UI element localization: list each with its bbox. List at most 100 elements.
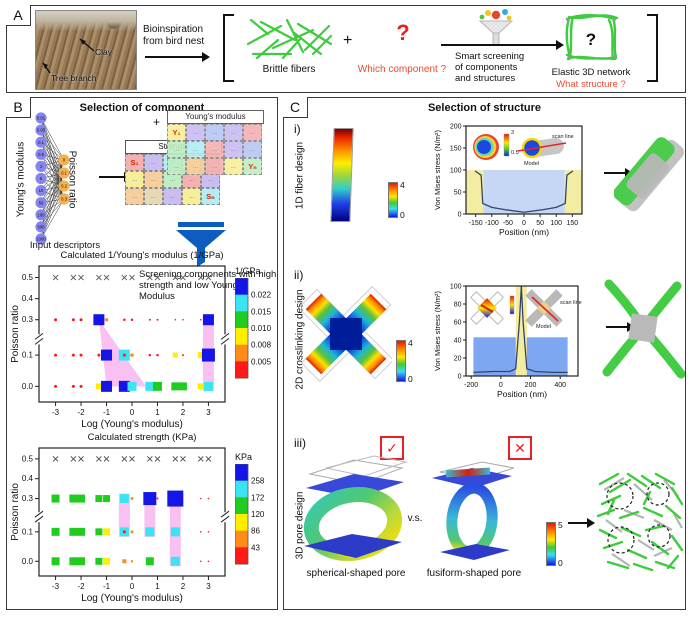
svg-text:0: 0	[499, 382, 503, 389]
svg-text:0: 0	[130, 582, 135, 591]
crosslink-stress-inset: scan line Model	[470, 288, 582, 332]
fiber-design-label: 1D fiber design	[294, 141, 306, 210]
svg-text:0.1: 0.1	[61, 171, 67, 176]
svg-text:1: 1	[155, 582, 160, 591]
svg-text:50: 50	[536, 220, 544, 227]
model-label-2: Model	[536, 324, 551, 330]
svg-text:-1: -1	[103, 408, 111, 417]
svg-text:0.3: 0.3	[61, 197, 67, 202]
svg-text:120: 120	[251, 510, 265, 519]
svg-text:0.5: 0.5	[22, 273, 34, 282]
nn-to-grid-arrow	[99, 172, 132, 182]
crosslink-colorbar: 4 0	[396, 338, 413, 384]
left-bracket	[223, 14, 234, 82]
cross-icon: ✕	[508, 436, 532, 460]
nest-annotation-arrows	[42, 38, 95, 74]
panel-c-title: Selection of structure	[427, 102, 542, 114]
svg-text:-1: -1	[103, 582, 111, 591]
selection-funnel-icon	[176, 222, 226, 267]
svg-text:172: 172	[251, 493, 265, 502]
svg-text:100: 100	[550, 220, 562, 227]
fusiform-pore-caption: fusiform-shaped pore	[426, 568, 522, 579]
structure-question-mark: ?	[586, 30, 596, 49]
screening-funnel-icon	[478, 9, 514, 46]
svg-text:0.3: 0.3	[22, 494, 34, 503]
svg-text:86: 86	[251, 527, 260, 536]
svg-text:1: 1	[155, 408, 160, 417]
scan-line-label-2: scan line	[560, 300, 582, 306]
nest-clay-label: Clay	[95, 47, 113, 57]
svg-text:0.05: 0.05	[37, 128, 46, 133]
svg-text:2: 2	[181, 582, 186, 591]
grids-plus-sign: +	[153, 115, 161, 129]
inset-cb-min: 0.5	[511, 150, 519, 156]
crosslink-stress-chart: 0 20 40 60 80 100 -200 0 200 400 Position (nm) Von …	[432, 280, 588, 405]
strength-colorbar: KPa 258 172 120 86 43	[234, 452, 284, 575]
panel-b: B Selection of component 0.01 0.05 0.1 0.5 1…	[6, 97, 278, 610]
svg-text:-2: -2	[77, 582, 85, 591]
panel-c-label: C	[283, 97, 308, 118]
svg-text:20: 20	[454, 355, 462, 362]
svg-text:200: 200	[450, 123, 462, 130]
strength-chart-title: Calculated strength (KPa)	[87, 432, 197, 443]
svg-text:200: 200	[525, 382, 537, 389]
svg-text:100: 100	[38, 212, 46, 217]
input-descriptors-label: Input descriptors	[29, 240, 101, 251]
svg-text:5: 5	[40, 176, 43, 181]
smart-screening-label: Smart screening of components and structur…	[455, 51, 525, 84]
inverse-modulus-chart-title: Calculated 1/Young's modulus (1/GPa)	[60, 250, 224, 261]
svg-text:0.4: 0.4	[22, 474, 34, 483]
svg-text:0.015: 0.015	[251, 307, 272, 316]
svg-text:Poisson ratio: Poisson ratio	[10, 483, 21, 541]
svg-text:-200: -200	[464, 382, 478, 389]
svg-text:0: 0	[458, 211, 462, 218]
green-fiber-render	[614, 137, 684, 212]
svg-text:0.005: 0.005	[251, 357, 272, 366]
neural-network-diagram: 0.01 0.05 0.1 0.5 1 5 10 50 100 500 1000 0 0.1 0.2 0.3	[13, 108, 133, 258]
panel-c: C Selection of structure i) 1D fiber des…	[283, 97, 686, 610]
svg-text:0.5: 0.5	[38, 152, 44, 157]
inverse-modulus-colorbar: 1/GPa 0.022 0.015 0.010 0.008 0.005	[234, 266, 284, 389]
svg-text:0.0: 0.0	[22, 382, 34, 391]
svg-text:0.1: 0.1	[22, 351, 34, 360]
svg-text:10: 10	[39, 188, 44, 193]
svg-text:0.2: 0.2	[61, 184, 67, 189]
nn-input-axis-label: Young's modulus	[15, 141, 27, 218]
pore-colorbar: 5 0	[546, 520, 563, 568]
svg-text:1000: 1000	[36, 237, 46, 242]
row-i-label: i)	[294, 122, 301, 136]
svg-text:2: 2	[181, 408, 186, 417]
svg-text:0.5: 0.5	[22, 454, 34, 463]
svg-text:0.3: 0.3	[22, 315, 34, 324]
svg-text:Log (Young's modulus): Log (Young's modulus)	[81, 419, 183, 430]
svg-text:-2: -2	[77, 408, 85, 417]
svg-text:0: 0	[458, 373, 462, 380]
panel-a: A Clay Tree branch Bioinspiration from bi…	[6, 5, 686, 93]
svg-text:0.0: 0.0	[22, 557, 34, 566]
svg-text:0.022: 0.022	[251, 291, 272, 300]
inset-cb-max: 3	[511, 130, 515, 136]
svg-text:Von Mises stress (N/m²): Von Mises stress (N/m²)	[433, 290, 442, 371]
crosslink-stress-map	[300, 286, 392, 382]
bioinspiration-arrow	[145, 52, 210, 62]
svg-text:0.01: 0.01	[37, 116, 46, 121]
row-iii-label: iii)	[294, 436, 306, 450]
svg-text:0.1: 0.1	[22, 527, 34, 536]
svg-text:3: 3	[206, 408, 211, 417]
spherical-pore-caption: spherical-shaped pore	[306, 568, 406, 579]
svg-text:0.4: 0.4	[22, 294, 34, 303]
svg-text:0.008: 0.008	[251, 341, 272, 350]
screening-arrow	[441, 40, 564, 50]
svg-text:Position (nm): Position (nm)	[497, 389, 547, 399]
panel-a-label: A	[6, 5, 31, 26]
fiber-stress-chart: 0 50 100 150 200 -150 -100 -50 0 50 100 150 Position…	[432, 120, 592, 243]
green-crosslink-render	[602, 279, 685, 379]
versus-label: v.s.	[407, 513, 423, 524]
fusiform-pore-model	[432, 461, 514, 560]
svg-text:0: 0	[130, 408, 135, 417]
svg-text:150: 150	[450, 145, 462, 152]
svg-text:500: 500	[38, 225, 46, 230]
svg-text:150: 150	[566, 220, 578, 227]
panel-b-label: B	[6, 97, 31, 118]
